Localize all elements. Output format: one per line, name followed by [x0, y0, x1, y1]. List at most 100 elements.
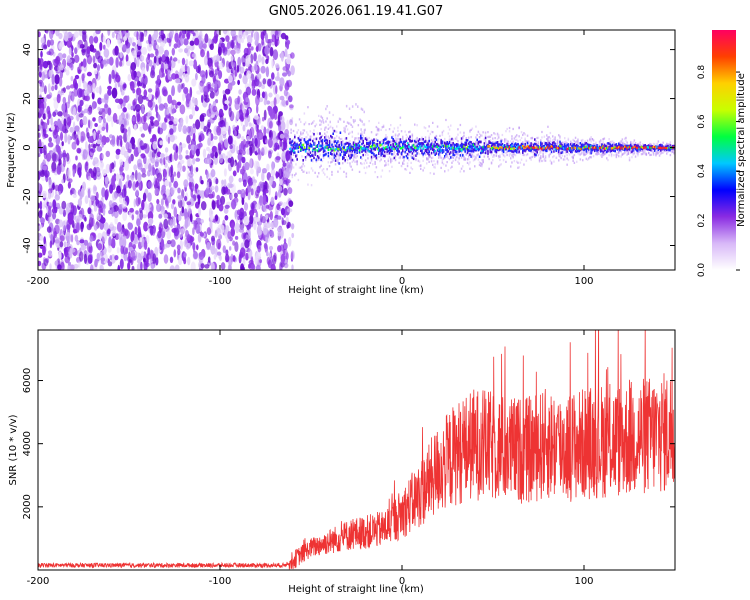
spectrogram-ridge-cell	[505, 146, 507, 149]
spectrogram-noise-cell	[249, 209, 255, 217]
spectrogram-band-cell	[427, 143, 429, 146]
spectrogram-halo-cell	[487, 147, 489, 150]
spectrogram-halo-cell	[438, 138, 440, 141]
spectrogram-band-cell	[434, 140, 436, 144]
spectrogram-band-cell	[294, 135, 296, 139]
spectrogram-halo-cell	[510, 152, 512, 155]
spectrogram-halo-cell	[368, 136, 370, 139]
spectrogram-ridge-cell	[406, 142, 409, 145]
spectrogram-halo-cell	[430, 149, 433, 152]
spectrogram-band-cell	[403, 140, 405, 143]
spectrogram-noise-cell	[279, 120, 286, 131]
spectrogram-band-cell	[416, 152, 418, 155]
spectrogram-noise-cell	[54, 194, 60, 201]
spectrogram-halo-cell	[306, 151, 308, 154]
spectrogram-halo-cell	[474, 158, 476, 161]
spectrogram-ridge-cell	[289, 147, 291, 151]
spectrogram-band-cell	[501, 149, 504, 152]
spectrogram-halo-cell	[541, 136, 543, 139]
spectrogram-noise-cell	[111, 226, 117, 231]
spectrogram-band-cell	[438, 144, 440, 147]
spectrogram-band-cell	[322, 154, 325, 157]
spectrogram-noise-cell	[288, 200, 294, 208]
spectrogram-halo-cell	[331, 160, 333, 163]
spectrogram-band-cell	[342, 157, 344, 161]
spectrogram-halo-cell	[404, 130, 406, 133]
spectrogram-noise-cell	[264, 137, 268, 145]
spectrogram-halo-cell	[315, 152, 318, 155]
spectrogram-halo-cell	[343, 148, 345, 151]
spectrogram-ridge-cell	[337, 147, 339, 150]
spectrogram-band-cell	[409, 150, 411, 154]
spectrogram-band-cell	[470, 149, 472, 153]
spectrogram-halo-cell	[321, 116, 324, 119]
spectrogram-noise-cell	[47, 142, 54, 148]
spectrogram-halo-cell	[542, 155, 544, 158]
spectrogram-halo-cell	[502, 159, 505, 162]
spectrogram-noise-cell	[148, 163, 152, 173]
spectrogram-halo-cell	[498, 136, 500, 139]
spectrogram-band-cell	[464, 141, 466, 145]
spectrogram-band-cell	[446, 148, 448, 152]
spectrogram-noise-cell	[86, 71, 92, 77]
spectrogram-band-cell	[475, 148, 477, 152]
spectrogram-noise-cell	[127, 180, 132, 189]
spectrogram-noise-cell	[115, 74, 121, 83]
spectrogram-noise-cell	[95, 86, 100, 94]
spectrogram-halo-cell	[294, 134, 296, 137]
spectrogram-halo-cell	[540, 155, 542, 158]
spectrogram-noise-cell	[97, 200, 103, 209]
spectrogram-noise-cell	[127, 74, 132, 82]
spectrogram-noise-cell	[206, 170, 209, 180]
spectrogram-halo-cell	[356, 155, 358, 158]
spectrogram-band-cell	[462, 146, 464, 149]
spectrogram-noise-cell	[64, 132, 68, 143]
spectrogram-halo-cell	[333, 143, 336, 146]
spectrogram-noise-cell	[51, 161, 57, 172]
spectrogram-noise-cell	[127, 262, 131, 270]
spectrogram-ridge-cell	[385, 146, 387, 149]
spectrogram-halo-cell	[336, 125, 338, 128]
spectrogram-noise-cell	[58, 219, 63, 228]
spectrogram-halo-cell	[494, 132, 496, 136]
spectrogram-halo-cell	[468, 155, 470, 158]
spectrogram-halo-cell	[354, 141, 356, 144]
spectrogram-halo-cell	[454, 157, 457, 160]
spectrogram-noise-cell	[114, 255, 119, 261]
spectrogram-ridge-cell	[530, 147, 533, 150]
spectrogram-halo-cell	[507, 140, 510, 143]
spectrogram-halo-cell	[298, 135, 301, 138]
spectrogram-noise-cell	[41, 71, 46, 81]
spectrogram-halo-cell	[468, 163, 470, 166]
spectrogram-noise-cell	[46, 118, 50, 126]
spectrogram-band-cell	[387, 140, 390, 143]
spectrogram-noise-cell	[77, 69, 81, 74]
spectrogram-noise-cell	[120, 139, 123, 148]
spectrogram-band-cell	[375, 145, 378, 149]
spectrogram-halo-cell	[319, 166, 321, 169]
spectrogram-halo-cell	[548, 154, 550, 157]
spectrogram-halo-cell	[307, 133, 309, 136]
spectrogram-halo-cell	[399, 144, 402, 147]
spectrogram-noise-cell	[121, 200, 128, 209]
spectrogram-noise-cell	[277, 230, 282, 237]
spectrogram-halo-cell	[404, 168, 406, 171]
spectrogram-band-cell	[363, 145, 366, 148]
spectrogram-noise-cell	[173, 171, 177, 177]
spectrogram-band-cell	[496, 145, 499, 148]
spectrogram-noise-cell	[255, 95, 260, 106]
spectrogram-halo-cell	[514, 135, 517, 138]
spectrogram-band-cell	[300, 141, 302, 145]
spectrogram-noise-cell	[141, 32, 144, 42]
spectrogram-noise-cell	[177, 214, 182, 222]
spectrogram-noise-cell	[282, 66, 288, 72]
spectrogram-band-cell	[295, 154, 297, 158]
spectrogram-noise-cell	[209, 91, 215, 99]
spectrogram-noise-cell	[170, 239, 176, 248]
spectrogram-halo-cell	[516, 138, 518, 141]
spectrogram-halo-cell	[328, 126, 331, 129]
spectrogram-halo-cell	[427, 157, 429, 160]
spectrogram-band-cell	[316, 155, 319, 158]
spectrogram-ridge-cell	[420, 146, 422, 149]
spectrogram-ridge-cell	[454, 147, 457, 150]
